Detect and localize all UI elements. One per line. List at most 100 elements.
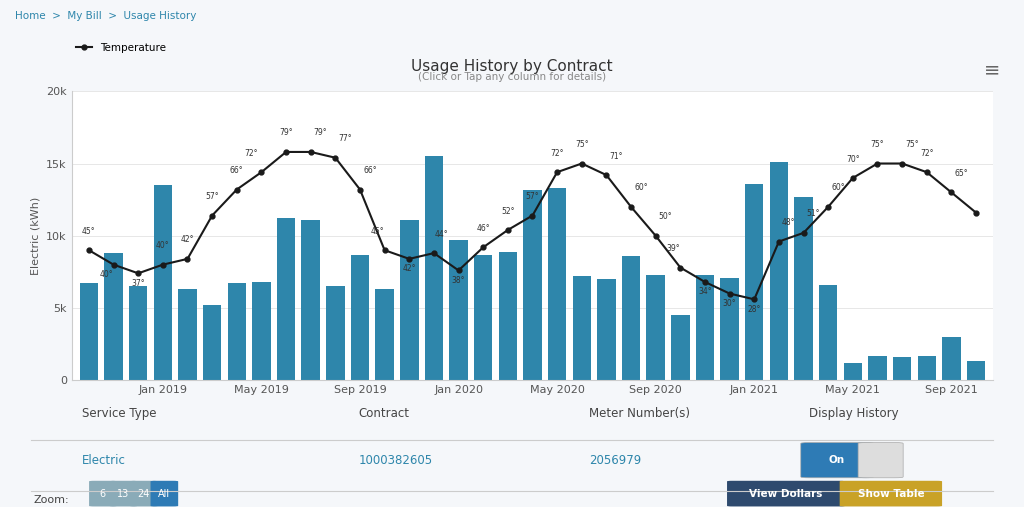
FancyBboxPatch shape (151, 481, 178, 506)
FancyBboxPatch shape (727, 481, 845, 506)
Text: 52°: 52° (501, 206, 515, 215)
Text: 48°: 48° (782, 218, 796, 227)
Text: 65°: 65° (954, 169, 968, 178)
Text: 28°: 28° (748, 305, 761, 314)
FancyBboxPatch shape (840, 481, 942, 506)
Text: 1000382605: 1000382605 (358, 454, 432, 466)
Bar (203, 305, 221, 380)
Text: 40°: 40° (99, 270, 113, 279)
Bar (326, 286, 345, 380)
Text: 75°: 75° (870, 140, 885, 149)
FancyBboxPatch shape (130, 481, 158, 506)
Text: Meter Number(s): Meter Number(s) (589, 407, 690, 420)
Bar (276, 219, 295, 380)
Bar (400, 220, 419, 380)
Text: ≡: ≡ (984, 61, 1000, 80)
FancyBboxPatch shape (89, 481, 117, 506)
Text: All: All (159, 489, 170, 498)
Text: Service Type: Service Type (82, 407, 157, 420)
Bar (523, 190, 542, 380)
Y-axis label: Electric (kWh): Electric (kWh) (31, 197, 41, 275)
Text: 51°: 51° (807, 209, 820, 219)
Bar (548, 188, 566, 380)
FancyBboxPatch shape (801, 443, 873, 478)
Text: 71°: 71° (609, 152, 623, 161)
Text: 6: 6 (100, 489, 105, 498)
Text: Home  >  My Bill  >  Usage History: Home > My Bill > Usage History (15, 11, 197, 21)
Bar (252, 282, 270, 380)
Text: Display History: Display History (809, 407, 899, 420)
FancyBboxPatch shape (858, 443, 903, 478)
Bar (720, 278, 739, 380)
Text: 72°: 72° (550, 149, 564, 158)
Text: 42°: 42° (181, 235, 195, 244)
Bar (301, 220, 319, 380)
Bar (868, 356, 887, 380)
Bar (80, 283, 98, 380)
Text: 79°: 79° (313, 128, 328, 137)
Bar (967, 361, 985, 380)
Bar (376, 289, 394, 380)
Text: Contract: Contract (358, 407, 410, 420)
Bar (129, 286, 147, 380)
Text: Show Table: Show Table (857, 489, 925, 498)
Text: 72°: 72° (920, 149, 934, 158)
Text: (Click or Tap any column for details): (Click or Tap any column for details) (418, 72, 606, 82)
Text: 45°: 45° (371, 227, 384, 236)
Bar (819, 285, 838, 380)
Text: Zoom:: Zoom: (34, 495, 70, 505)
Text: 60°: 60° (634, 184, 648, 193)
Text: 46°: 46° (476, 224, 490, 233)
Bar (745, 184, 764, 380)
Bar (474, 255, 493, 380)
Bar (942, 337, 961, 380)
Bar (572, 276, 591, 380)
Bar (104, 253, 123, 380)
Text: On: On (828, 455, 845, 465)
Bar (695, 275, 714, 380)
Text: 13: 13 (118, 489, 129, 498)
Bar (450, 240, 468, 380)
Legend: Temperature: Temperature (73, 39, 171, 57)
Bar (795, 197, 813, 380)
Bar (499, 251, 517, 380)
Text: 75°: 75° (905, 140, 919, 149)
Text: 37°: 37° (131, 279, 145, 288)
Text: 38°: 38° (452, 276, 465, 285)
Text: 40°: 40° (156, 241, 170, 250)
Text: 57°: 57° (206, 192, 219, 201)
Bar (770, 162, 788, 380)
Bar (893, 357, 911, 380)
Text: 60°: 60° (831, 184, 845, 193)
Text: Usage History by Contract: Usage History by Contract (412, 58, 612, 74)
Text: 34°: 34° (698, 287, 712, 297)
Text: 66°: 66° (364, 166, 377, 175)
Text: 42°: 42° (402, 264, 416, 273)
Text: 50°: 50° (658, 212, 673, 222)
Text: 24: 24 (137, 489, 151, 498)
Text: 2056979: 2056979 (589, 454, 641, 466)
Bar (351, 255, 370, 380)
Text: 79°: 79° (280, 128, 293, 137)
Bar (918, 356, 936, 380)
Text: View Dollars: View Dollars (750, 489, 822, 498)
Bar (597, 279, 615, 380)
Text: 75°: 75° (574, 140, 589, 149)
Text: 72°: 72° (245, 149, 258, 158)
Text: 70°: 70° (846, 155, 859, 164)
FancyBboxPatch shape (110, 481, 137, 506)
Text: 66°: 66° (230, 166, 244, 175)
Bar (425, 156, 443, 380)
Text: Electric: Electric (82, 454, 126, 466)
Text: 57°: 57° (525, 192, 540, 201)
Text: 44°: 44° (434, 230, 449, 239)
Text: 30°: 30° (723, 299, 736, 308)
Text: 77°: 77° (338, 134, 352, 143)
Bar (671, 315, 689, 380)
Bar (646, 275, 665, 380)
Bar (844, 363, 862, 380)
Bar (622, 256, 640, 380)
Bar (154, 185, 172, 380)
Bar (178, 289, 197, 380)
Text: 45°: 45° (82, 227, 95, 236)
